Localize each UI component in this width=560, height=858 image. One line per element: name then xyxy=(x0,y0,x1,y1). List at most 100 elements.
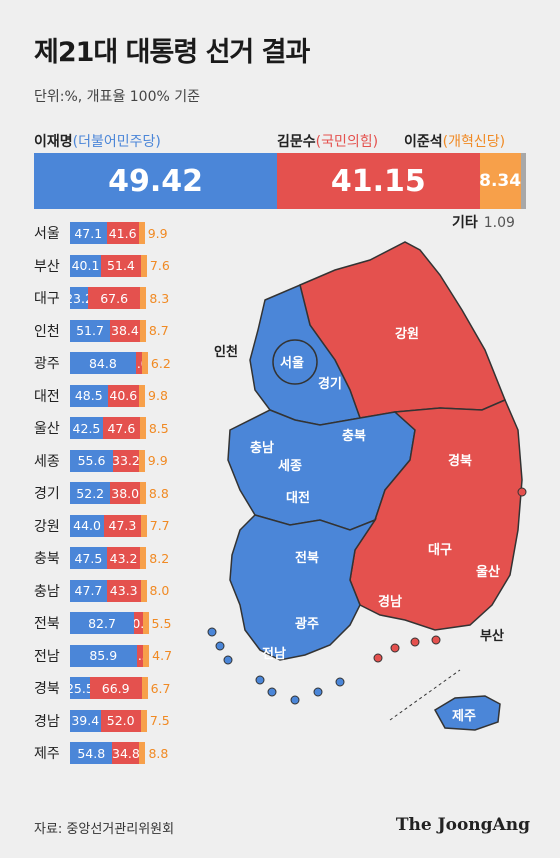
region-row: 광주 84.8 8.0 6.2 xyxy=(34,350,171,376)
region-bar-kim: 38.0 xyxy=(110,482,140,504)
region-bar-lee: 47.1 xyxy=(70,222,107,244)
region-value-kim: 40.6 xyxy=(109,388,138,403)
unit-note: 단위:%, 개표율 100% 기준 xyxy=(34,89,201,105)
map-label-chungbuk: 충북 xyxy=(342,428,366,444)
region-bar-ljs xyxy=(140,547,147,569)
region-value-ljs: 6.2 xyxy=(150,355,171,371)
region-value-ljs: 8.3 xyxy=(149,290,170,306)
map-label-seoul: 서울 xyxy=(280,355,304,371)
map-label-gyeongbuk: 경북 xyxy=(448,453,472,469)
region-bar-kim: 41.6 xyxy=(106,222,139,244)
region-value-kim: 41.6 xyxy=(108,225,137,241)
map-label-busan: 부산 xyxy=(480,628,504,644)
region-bar-lee: 55.6 xyxy=(70,449,114,472)
map-label-daejeon: 대전 xyxy=(286,490,310,506)
other-value: 1.09 xyxy=(483,215,515,231)
region-value-kim: 47.6 xyxy=(107,420,136,436)
region-value-lee: 52.2 xyxy=(76,485,105,501)
region-bar-ljs xyxy=(140,514,147,537)
map-label-sejong: 세종 xyxy=(278,459,302,474)
map-region-honam xyxy=(229,514,377,661)
result-map: 서울 인천 경기 강원 충남 충북 세종 대전 경북 대구 울산 경남 부산 전… xyxy=(207,241,527,731)
region-label: 대전 xyxy=(34,388,60,405)
region-bar-lee: 42.5 xyxy=(70,417,103,439)
region-value-lee: 82.7 xyxy=(88,615,116,631)
region-bar-ljs xyxy=(140,709,147,732)
region-bar-kim: 43.2 xyxy=(106,547,141,569)
region-bar-kim: 10.9 xyxy=(134,612,143,634)
region-bar-lee: 82.7 xyxy=(70,612,135,634)
map-label-gwangju: 광주 xyxy=(295,617,319,632)
region-row: 대전 48.5 40.6 9.8 xyxy=(34,383,168,409)
national-bar-other xyxy=(520,153,526,209)
region-value-kim: 43.3 xyxy=(109,583,138,598)
region-value-ljs: 8.8 xyxy=(148,485,169,501)
region-value-ljs: 9.8 xyxy=(148,388,168,403)
region-bar-kim: 38.4 xyxy=(110,319,140,342)
region-row: 경북 25.5 66.9 6.7 xyxy=(34,675,170,701)
region-value-lee: 23.2 xyxy=(70,290,88,306)
map-label-jeju: 제주 xyxy=(452,709,476,724)
region-bar-kim: 67.6 xyxy=(87,287,141,309)
national-bar-ljs: 8.34 xyxy=(479,153,521,209)
region-row: 경남 39.4 52.0 7.5 xyxy=(34,708,170,734)
region-bar-kim: 66.9 xyxy=(89,677,142,699)
source-note: 자료: 중앙선거관리위원회 xyxy=(34,822,175,837)
candidate-party-ljs: (개혁신당) xyxy=(442,134,506,150)
region-bar-lee: 51.7 xyxy=(70,319,111,342)
region-bar-ljs xyxy=(141,352,148,374)
region-value-lee: 51.7 xyxy=(76,323,104,338)
region-row: 충북 47.5 43.2 8.2 xyxy=(34,545,169,571)
region-row: 제주 54.8 34.8 8.8 xyxy=(34,740,168,766)
map-label-chungnam: 충남 xyxy=(250,440,274,456)
region-row: 강원 44.0 47.3 7.7 xyxy=(34,513,170,539)
region-bar-lee: 44.0 xyxy=(70,514,105,537)
region-row: 전남 85.9 8.5 4.7 xyxy=(34,643,172,669)
region-value-ljs: 4.7 xyxy=(152,648,173,663)
map-label-ulsan: 울산 xyxy=(476,564,500,580)
region-label: 울산 xyxy=(34,421,60,437)
region-value-lee: 84.8 xyxy=(88,355,117,371)
region-bar-kim: 51.4 xyxy=(101,254,141,277)
national-result-bar: 49.42 41.15 8.34 xyxy=(34,153,526,209)
region-bar-ljs xyxy=(143,644,150,667)
region-bar-ljs xyxy=(139,417,146,439)
candidate-label-kim: 김문수(국민의힘) xyxy=(277,131,378,151)
region-label: 경북 xyxy=(34,681,60,697)
region-bar-lee: 48.5 xyxy=(70,384,108,407)
region-row: 인천 51.7 38.4 8.7 xyxy=(34,318,169,344)
region-label: 충남 xyxy=(34,583,60,600)
region-bar-ljs xyxy=(138,222,145,244)
candidate-label-ljs: 이준석(개혁신당) xyxy=(404,131,505,151)
region-bar-kim: 43.3 xyxy=(106,579,141,602)
region-bar-lee: 25.5 xyxy=(70,677,90,699)
map-label-gangwon: 강원 xyxy=(395,326,419,342)
region-row: 대구 23.2 67.6 8.3 xyxy=(34,285,169,311)
candidate-name-kim: 김문수 xyxy=(277,134,316,150)
region-bar-lee: 47.7 xyxy=(70,579,107,602)
region-value-ljs: 7.5 xyxy=(149,713,170,728)
region-label: 경기 xyxy=(34,486,60,502)
region-value-ljs: 8.7 xyxy=(148,323,169,338)
candidate-name-lee: 이재명 xyxy=(34,134,73,150)
region-row: 부산 40.1 51.4 7.6 xyxy=(34,253,170,279)
region-bar-kim: 34.8 xyxy=(112,742,140,764)
map-region-yeongnam xyxy=(349,399,523,631)
region-value-ljs: 8.5 xyxy=(148,420,169,436)
region-row: 전북 82.7 10.9 5.5 xyxy=(34,610,171,636)
map-label-jeonbuk: 전북 xyxy=(295,550,319,566)
region-value-kim: 8.0 xyxy=(136,355,142,371)
region-value-kim: 33.2 xyxy=(113,453,139,468)
region-row: 세종 55.6 33.2 9.9 xyxy=(34,448,168,474)
map-islands-west xyxy=(207,627,345,705)
region-label: 세종 xyxy=(34,453,60,470)
map-label-jeonnam: 전남 xyxy=(262,646,286,662)
region-bar-kim: 8.5 xyxy=(136,644,144,667)
region-bar-kim: 33.2 xyxy=(113,449,139,472)
candidate-name-ljs: 이준석 xyxy=(404,134,443,150)
region-value-lee: 85.9 xyxy=(89,648,118,663)
region-row: 경기 52.2 38.0 8.8 xyxy=(34,480,169,506)
region-label: 서울 xyxy=(34,226,60,242)
region-bar-ljs xyxy=(140,287,147,309)
region-value-ljs: 8.8 xyxy=(148,745,169,761)
